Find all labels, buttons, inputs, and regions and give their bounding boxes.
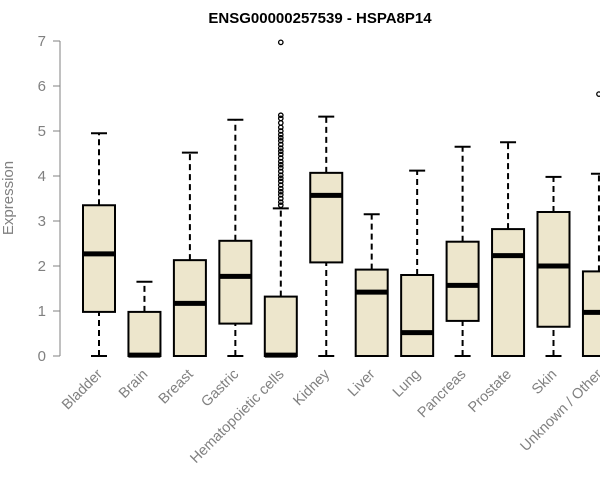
x-tick-label: Unknown / Other (518, 366, 600, 454)
chart-title: ENSG00000257539 - HSPA8P14 (208, 10, 432, 27)
outlier-point (277, 192, 284, 198)
y-tick-label: 3 (38, 213, 46, 230)
box-lung (400, 169, 435, 357)
outlier-point (277, 151, 284, 158)
outlier-point (277, 148, 284, 155)
interquartile-box (82, 204, 116, 313)
y-axis-label: Expression (0, 161, 17, 235)
box-brain (127, 280, 162, 358)
y-tick-label: 2 (38, 258, 46, 275)
y-tick-label: 6 (38, 78, 46, 95)
box-breast (172, 151, 207, 357)
box-gastric (218, 118, 253, 357)
outlier-point (277, 131, 284, 138)
interquartile-box (127, 310, 162, 357)
x-tick-label: Liver (345, 366, 379, 400)
box-hematopoietic-cells (263, 39, 298, 358)
interquartile-box (445, 240, 480, 322)
box-liver (354, 213, 389, 358)
box-pancreas (445, 145, 480, 357)
interquartile-box (536, 211, 571, 328)
outlier-point (277, 168, 284, 175)
outlier-point (277, 145, 284, 151)
outlier-point (277, 178, 284, 185)
outlier-point (277, 115, 284, 122)
y-tick-label: 0 (38, 348, 46, 365)
box-bladder (82, 132, 116, 357)
interquartile-box (172, 259, 207, 357)
outlier-point (277, 182, 284, 188)
outlier-point (277, 158, 284, 165)
x-tick-label: Breast (156, 367, 197, 408)
outlier-point (277, 141, 284, 148)
outlier-point (277, 134, 284, 141)
outlier-point (277, 185, 284, 192)
box-kidney (309, 115, 344, 357)
interquartile-box (263, 295, 298, 358)
box-unknown-other (581, 91, 600, 357)
outlier-point (277, 188, 284, 195)
x-tick-label: Gastric (198, 367, 242, 411)
outlier-point (596, 91, 600, 97)
x-tick-label: Lung (390, 367, 424, 401)
x-tick-label: Skin (529, 367, 560, 398)
y-tick-label: 7 (38, 33, 46, 50)
y-tick-label: 1 (38, 303, 46, 320)
interquartile-box (218, 239, 253, 325)
outlier-point (277, 202, 284, 209)
x-tick-label: Brain (116, 367, 151, 402)
outlier-point (277, 120, 284, 126)
x-tick-label: Kidney (290, 366, 333, 409)
outlier-point (277, 39, 284, 46)
box-prostate (491, 141, 526, 358)
x-tick-label: Pancreas (415, 367, 470, 422)
y-axis: 0 1 2 3 4 5 6 7 (38, 33, 61, 365)
box-skin (536, 175, 571, 357)
outlier-point (277, 199, 284, 205)
outlier-point (277, 172, 284, 178)
interquartile-box (354, 268, 389, 358)
outlier-point (277, 165, 284, 171)
outlier-point (277, 195, 284, 202)
outlier-point (277, 175, 284, 182)
x-tick-label: Prostate (465, 367, 514, 416)
outlier-point (277, 155, 284, 161)
outlier-point (277, 128, 284, 134)
x-tick-label: Bladder (59, 366, 106, 413)
outlier-point (277, 161, 284, 168)
outlier-point (277, 112, 284, 119)
box-plot-series (82, 39, 600, 358)
y-tick-label: 4 (38, 168, 46, 185)
outlier-point (277, 138, 284, 144)
y-tick-label: 5 (38, 123, 46, 140)
interquartile-box (309, 171, 344, 264)
interquartile-box (491, 228, 526, 358)
interquartile-box (400, 274, 435, 357)
